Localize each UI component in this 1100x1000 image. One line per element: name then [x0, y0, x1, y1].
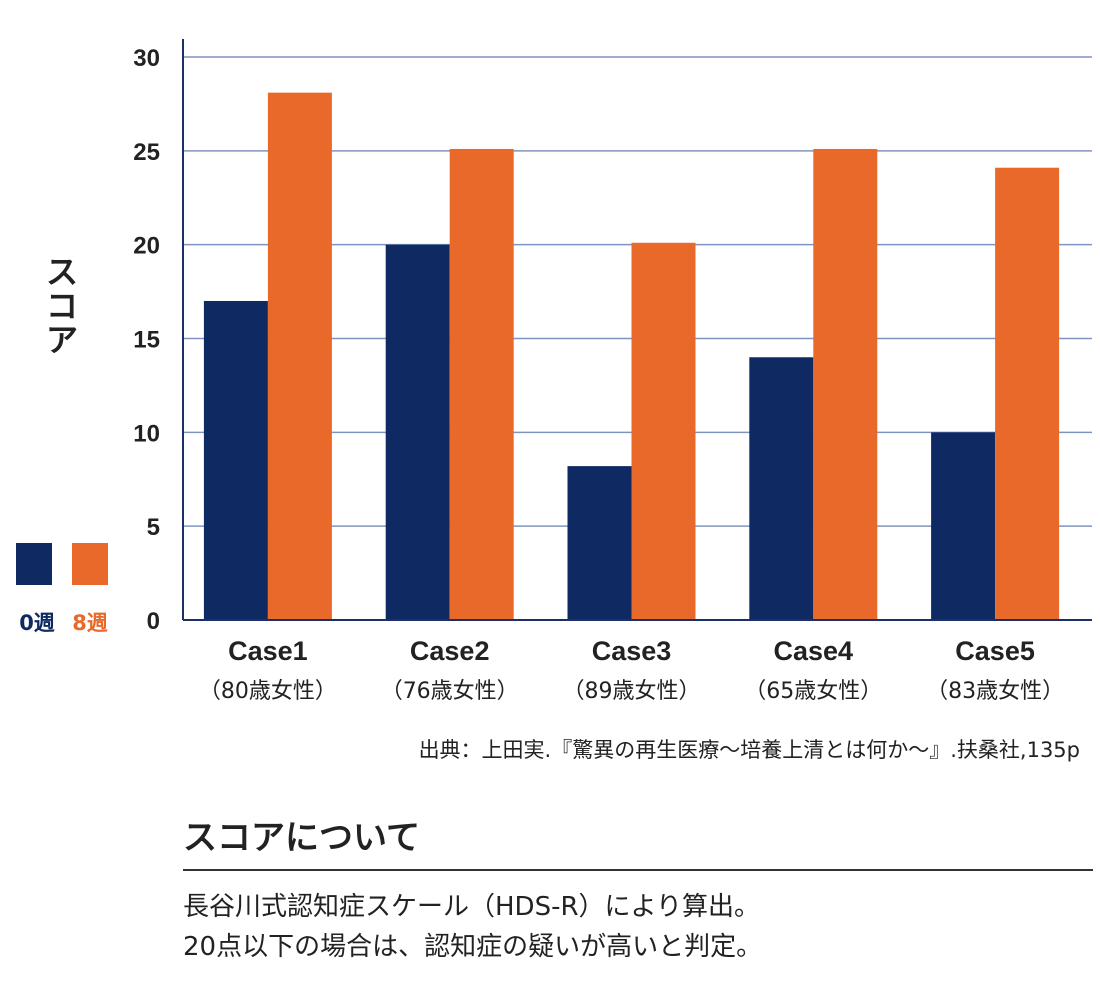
axes [182, 39, 1092, 621]
y-axis-label-char: ス [46, 253, 78, 291]
x-category-label: Case3 [592, 636, 672, 666]
x-category-label: Case4 [774, 636, 854, 666]
bar-week8-case3 [631, 242, 696, 621]
score-line-1: 長谷川式認知症スケール（HDS-R）により算出。 [183, 892, 761, 922]
x-category-labels: Case1 （80歳女性） Case2 （76歳女性） Case3 （89歳女性） Case… [199, 636, 1064, 704]
bar-week0-case3 [567, 466, 632, 620]
x-category-label: Case2 [410, 636, 490, 666]
y-tick-label: 0 [147, 608, 160, 635]
bar-week8-case5 [995, 167, 1060, 620]
bar-week8-case1 [267, 92, 332, 620]
bar-week8-case4 [813, 148, 878, 620]
x-category-label: Case5 [955, 636, 1035, 666]
x-category-sublabel: （80歳女性） [199, 679, 337, 704]
x-category-sublabel: （83歳女性） [926, 679, 1064, 704]
y-axis-label: スコア [46, 253, 78, 359]
legend: 0週 8週 [16, 543, 108, 635]
y-axis-label-char: ア [46, 321, 78, 359]
score-line-2: 20点以下の場合は、認知症の疑いが高いと判定。 [183, 932, 763, 962]
legend-label-week8: 8週 [72, 611, 108, 635]
score-heading: スコアについて [183, 810, 1093, 871]
score-explanation: スコアについて 長谷川式認知症スケール（HDS-R）により算出。 20点以下の場… [183, 810, 1093, 967]
source-citation: 出典：上田実.『驚異の再生医療〜培養上清とは何か〜』.扶桑社,135p [418, 738, 1080, 762]
y-tick-label: 15 [133, 327, 160, 354]
bar-week0-case1 [203, 300, 268, 620]
bar-week0-case2 [385, 244, 450, 620]
legend-label-week0: 0週 [19, 611, 55, 635]
y-tick-label: 30 [133, 45, 160, 72]
x-category-sublabel: （89歳女性） [563, 679, 701, 704]
x-category-label: Case1 [228, 636, 308, 666]
bars [203, 92, 1060, 621]
y-tick-label: 5 [147, 514, 160, 541]
y-tick-label: 25 [133, 139, 160, 166]
legend-swatch-week0 [16, 543, 52, 585]
y-tick-label: 10 [133, 420, 160, 447]
bar-week8-case2 [449, 148, 514, 620]
x-category-sublabel: （65歳女性） [744, 679, 882, 704]
y-axis-label-char: コ [46, 287, 78, 325]
legend-swatch-week8 [72, 543, 108, 585]
y-tick-label: 20 [133, 233, 160, 260]
score-body: 長谷川式認知症スケール（HDS-R）により算出。 20点以下の場合は、認知症の疑… [183, 887, 1093, 967]
bar-week0-case4 [749, 357, 814, 620]
bar-week0-case5 [931, 432, 996, 620]
x-category-sublabel: （76歳女性） [381, 679, 519, 704]
y-tick-labels: 0 5 10 15 20 25 30 [133, 45, 160, 635]
